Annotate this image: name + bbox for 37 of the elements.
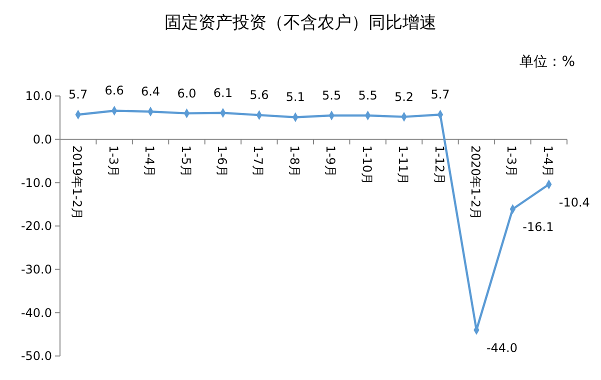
data-label: -16.1 — [522, 220, 554, 234]
y-tick-label: -20.0 — [20, 219, 52, 234]
data-label: 5.1 — [286, 90, 305, 104]
y-tick-label: -40.0 — [20, 306, 52, 320]
x-tick-label: 1-9月 — [324, 145, 338, 177]
data-label: 6.6 — [104, 84, 124, 98]
data-label: 5.5 — [358, 88, 378, 102]
data-label: 5.7 — [68, 88, 88, 102]
data-label: 6.4 — [140, 84, 160, 99]
y-tick-label: 0.0 — [32, 132, 52, 147]
x-tick-label: 1-3月 — [504, 145, 519, 177]
text: 单位：% — [520, 54, 575, 70]
data-label: 5.5 — [322, 88, 342, 102]
x-tick-label: 1-11月 — [396, 145, 410, 185]
data-label: -10.4 — [558, 195, 590, 210]
data-label: 5.6 — [250, 88, 269, 102]
x-tick-label: 1-4月 — [142, 145, 157, 177]
data-label: 5.2 — [394, 90, 414, 104]
x-tick-label: 1-12月 — [432, 145, 446, 185]
x-tick-label: 1-6月 — [214, 145, 229, 177]
data-label: 5.7 — [430, 88, 450, 102]
x-tick-label: 2020年1-2月 — [468, 145, 482, 220]
x-tick-label: 1-3月 — [106, 145, 120, 177]
x-tick-label: 2019年1-2月 — [70, 145, 84, 220]
y-tick-label: -10.0 — [20, 176, 52, 190]
x-tick-label: 1-5月 — [178, 145, 193, 177]
chart-title: 固定资产投资（不含农户）同比增速 — [164, 13, 436, 33]
x-tick-label: 1-8月 — [287, 145, 302, 177]
x-tick-label: 1-4月 — [540, 145, 555, 177]
data-label: -44.0 — [486, 341, 518, 355]
y-tick-label: 10.0 — [25, 89, 52, 104]
data-label: 6.1 — [213, 86, 233, 100]
y-tick-label: -30.0 — [20, 262, 52, 277]
y-tick-label: -50.0 — [20, 349, 52, 364]
data-label: 6.0 — [177, 86, 196, 100]
x-tick-label: 1-10月 — [360, 145, 374, 185]
x-tick-label: 1-7月 — [251, 145, 266, 177]
